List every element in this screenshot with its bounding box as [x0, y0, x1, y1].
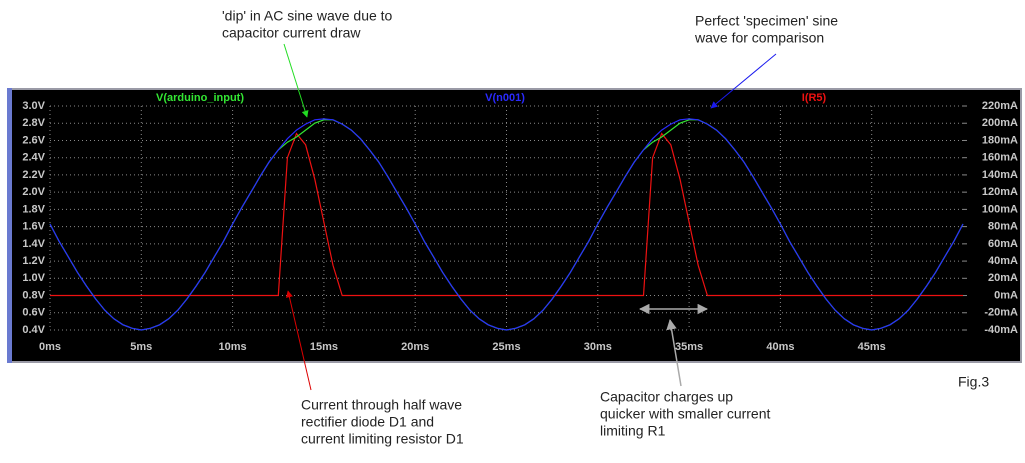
frame-edge	[7, 88, 12, 363]
legend-label: V(arduino_input)	[156, 92, 244, 104]
annotation: quicker with smaller current	[600, 406, 770, 422]
y2-tick-label: 100mA	[982, 203, 1018, 215]
annotation: Fig.3	[958, 374, 989, 390]
y2-tick-label: 120mA	[982, 186, 1018, 198]
y2-tick-label: -20mA	[984, 307, 1018, 319]
y-tick-label: 0.8V	[22, 289, 45, 301]
y2-tick-label: 140mA	[982, 169, 1018, 181]
series-line	[50, 132, 963, 297]
x-tick-label: 0ms	[39, 341, 61, 353]
x-tick-label: 25ms	[492, 341, 520, 353]
annotation: current limiting resistor D1	[301, 431, 464, 447]
y-tick-label: 0.6V	[22, 307, 45, 319]
y-tick-label: 1.6V	[22, 221, 45, 233]
y2-tick-label: 220mA	[982, 100, 1018, 112]
y-tick-label: 3.0V	[22, 100, 45, 112]
x-tick-label: 40ms	[766, 341, 794, 353]
y2-tick-label: 160mA	[982, 152, 1018, 164]
annotation: Capacitor charges up	[600, 389, 733, 405]
y2-tick-label: 40mA	[988, 255, 1018, 267]
y-tick-label: 1.4V	[22, 238, 45, 250]
annotation: rectifier diode D1 and	[301, 414, 434, 430]
y2-tick-label: 200mA	[982, 117, 1018, 129]
y-tick-label: 2.6V	[22, 134, 45, 146]
arrow	[283, 43, 309, 118]
y2-tick-label: -40mA	[984, 324, 1018, 336]
arrow	[710, 53, 777, 109]
y-tick-label: 1.0V	[22, 272, 45, 284]
annotation: wave for comparison	[694, 30, 824, 46]
x-tick-label: 45ms	[858, 341, 886, 353]
x-tick-label: 30ms	[584, 341, 612, 353]
y-tick-label: 1.2V	[22, 255, 45, 267]
x-tick-label: 5ms	[130, 341, 152, 353]
annotation: capacitor current draw	[222, 25, 361, 41]
y-tick-label: 0.4V	[22, 324, 45, 336]
annotation: 'dip' in AC sine wave due to	[222, 8, 393, 24]
y2-tick-label: 60mA	[988, 238, 1018, 250]
x-tick-label: 35ms	[675, 341, 703, 353]
y-tick-label: 1.8V	[22, 203, 45, 215]
series-line	[49, 118, 964, 331]
legend-label: V(n001)	[485, 92, 525, 104]
y2-tick-label: 80mA	[988, 221, 1018, 233]
annotation: Current through half wave	[301, 397, 462, 413]
arrow	[286, 290, 312, 391]
annotation: limiting R1	[600, 423, 666, 439]
arrow	[666, 318, 682, 387]
y2-tick-label: 0mA	[994, 289, 1018, 301]
y2-tick-label: 20mA	[988, 272, 1018, 284]
x-tick-label: 15ms	[310, 341, 338, 353]
y-tick-label: 2.0V	[22, 186, 45, 198]
y2-tick-label: 180mA	[982, 134, 1018, 146]
legend-label: I(R5)	[802, 92, 827, 104]
x-tick-label: 10ms	[219, 341, 247, 353]
annotation: Perfect 'specimen' sine	[695, 13, 838, 29]
y-tick-label: 2.4V	[22, 152, 45, 164]
y-tick-label: 2.8V	[22, 117, 45, 129]
series	[49, 118, 964, 331]
grid	[49, 105, 967, 331]
labels: 0ms 5ms 10ms 15ms 20ms 25ms 30ms 35ms 40ms 45ms 0.…	[22, 92, 1018, 353]
plot-area	[12, 90, 1020, 361]
y-tick-label: 2.2V	[22, 169, 45, 181]
x-tick-label: 20ms	[401, 341, 429, 353]
